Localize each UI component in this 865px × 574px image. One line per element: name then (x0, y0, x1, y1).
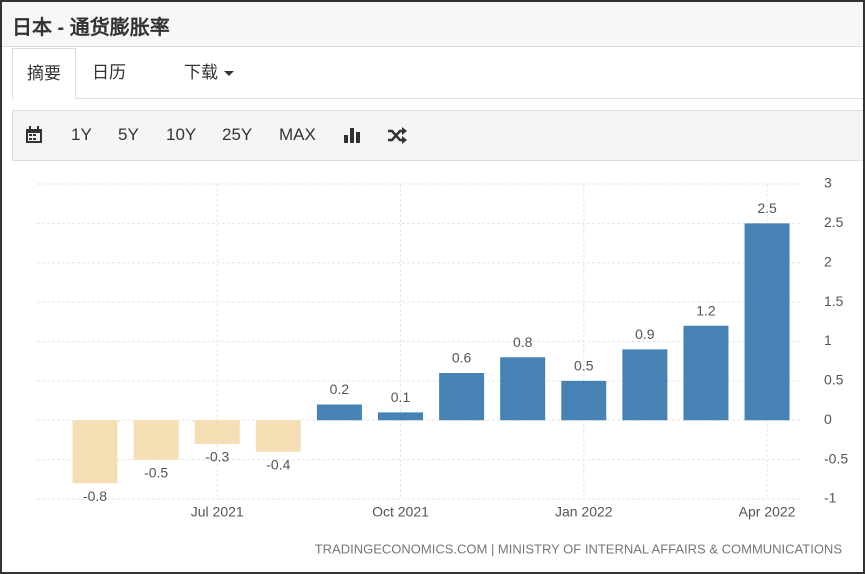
data-label: 2.5 (757, 200, 777, 216)
source-note: TRADINGECONOMICS.COM | MINISTRY OF INTER… (315, 541, 843, 556)
y-tick-label: 0.5 (824, 372, 844, 388)
title-bar: 日本 - 通货膨胀率 (2, 2, 863, 47)
bar (316, 404, 362, 421)
tab[interactable]: 下载 (184, 48, 234, 98)
x-tick-label: Oct 2021 (372, 504, 429, 520)
x-tick-label: Jul 2021 (191, 504, 244, 520)
data-label: 0.9 (635, 326, 655, 342)
bar-chart-icon[interactable] (343, 127, 361, 144)
y-tick-label: 3 (824, 175, 832, 191)
bar (561, 380, 607, 421)
shuffle-icon[interactable] (387, 127, 407, 144)
data-label: -0.8 (83, 488, 107, 504)
range-button[interactable]: 25Y (222, 125, 253, 144)
data-label: -0.3 (205, 449, 229, 465)
x-tick-label: Jan 2022 (555, 504, 613, 520)
bar (378, 412, 424, 421)
y-tick-label: 2 (824, 253, 832, 269)
data-label: -0.5 (144, 464, 168, 480)
bar (194, 420, 240, 444)
bar (255, 420, 301, 452)
calendar-icon[interactable] (25, 126, 43, 144)
tab[interactable]: 日历 (92, 63, 126, 82)
y-tick-label: 1 (824, 332, 832, 348)
bar (683, 325, 729, 421)
data-label: 0.5 (574, 358, 594, 374)
toolbar: 1Y 5Y 10Y 25Y MAX (12, 110, 863, 161)
x-tick-label: Apr 2022 (739, 504, 796, 520)
bar (744, 223, 790, 421)
bar (622, 349, 668, 421)
data-label: 0.1 (391, 389, 411, 405)
range-button[interactable]: 1Y (71, 125, 92, 144)
bar (439, 373, 485, 421)
range-button[interactable]: 5Y (118, 125, 139, 144)
data-label: 0.8 (513, 334, 533, 350)
y-tick-label: 1.5 (824, 293, 844, 309)
y-tick-label: 0 (824, 411, 832, 427)
data-label: -0.4 (266, 456, 290, 472)
tab[interactable]: 摘要 (12, 48, 76, 99)
data-label: 0.2 (330, 381, 350, 397)
tab-divider (75, 98, 863, 99)
dropdown-caret[interactable] (224, 71, 234, 77)
bar (133, 420, 179, 460)
page-title: 日本 - 通货膨胀率 (12, 17, 170, 39)
tab-label[interactable]: 下载 (184, 63, 218, 82)
y-tick-label: -0.5 (824, 450, 848, 466)
range-button[interactable]: MAX (279, 125, 316, 144)
y-tick-label: -1 (824, 490, 837, 506)
data-label: 1.2 (696, 302, 716, 318)
chart: TRADINGECONOMICS.COM | MINISTRY OF INTER… (37, 175, 848, 556)
bar (72, 420, 118, 484)
data-label: 0.6 (452, 350, 472, 366)
y-tick-label: 2.5 (824, 214, 844, 230)
bar (500, 357, 546, 421)
range-button[interactable]: 10Y (166, 125, 197, 144)
